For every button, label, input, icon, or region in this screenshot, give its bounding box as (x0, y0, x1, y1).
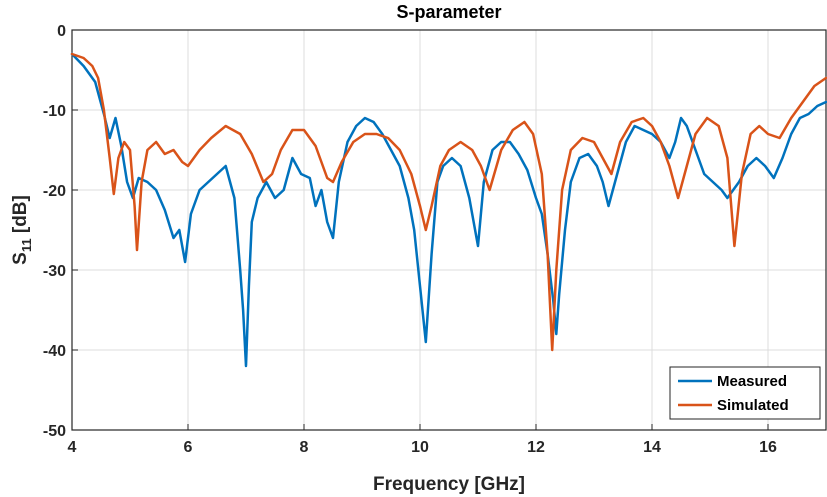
y-axis-label-suffix: [dB] (10, 195, 31, 238)
y-tick-label: -20 (43, 183, 66, 200)
y-axis-label-sub: 11 (19, 238, 34, 252)
y-axis-ticks: 0 -10 -20 -30 -40 -50 (43, 23, 78, 440)
y-tick-label: 0 (57, 23, 66, 40)
series-line-measured (70, 52, 827, 368)
legend-label-simulated: Simulated (717, 397, 789, 414)
y-tick-label: -10 (43, 103, 66, 120)
legend-label-measured: Measured (717, 373, 787, 390)
x-axis-ticks: 4 6 8 10 12 14 16 (68, 424, 777, 456)
series-layer (70, 52, 827, 368)
y-axis-label: S11 [dB] (10, 195, 34, 265)
x-tick-label: 14 (643, 439, 661, 456)
y-axis-label-main: S (10, 252, 31, 265)
series-line-simulated (70, 52, 827, 352)
x-tick-label: 6 (184, 439, 193, 456)
legend-box (669, 366, 821, 420)
plot-area-frame (71, 29, 827, 431)
y-tick-label: -30 (43, 263, 66, 280)
x-tick-label: 8 (300, 439, 309, 456)
x-axis-label: Frequency [GHz] (373, 474, 525, 495)
chart-title: S-parameter (396, 2, 501, 22)
x-tick-label: 10 (411, 439, 429, 456)
y-tick-label: -50 (43, 423, 66, 440)
legend: Measured Simulated (669, 366, 821, 420)
x-tick-label: 12 (527, 439, 545, 456)
x-tick-label: 16 (759, 439, 777, 456)
y-tick-label: -40 (43, 343, 66, 360)
x-tick-label: 4 (68, 439, 77, 456)
